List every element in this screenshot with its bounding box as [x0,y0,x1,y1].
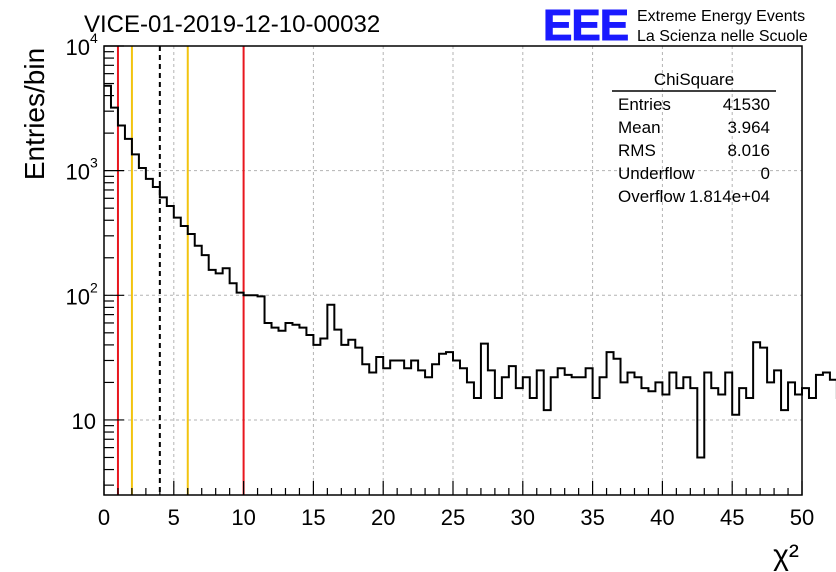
x-axis-label: χ² [773,539,799,572]
y-tick-label: 10 [72,409,96,434]
stats-value: 8.016 [727,141,770,160]
x-tick-label: 40 [650,505,674,530]
x-tick-label: 20 [371,505,395,530]
eee-logo-mark: EEE [543,1,628,50]
logo-line-1: Extreme Energy Events [637,8,805,25]
y-tick-exponent: 2 [90,279,98,295]
stats-value: 0 [761,164,770,183]
y-tick-exponent: 4 [90,30,98,46]
stats-value: 41530 [723,95,770,114]
y-tick-label: 10 [66,35,90,60]
chart-title: VICE-01-2019-12-10-00032 [84,11,380,38]
eee-logo: EEE Extreme Energy Events La Scienza nel… [543,1,808,51]
axis-ticks [103,45,803,495]
stats-value: 1.814e+04 [689,187,770,206]
y-tick-label: 10 [66,160,90,185]
x-tick-labels: 0 5 10 15 20 25 30 35 40 45 50 [98,505,814,530]
x-tick-label: 45 [720,505,744,530]
x-tick-label: 15 [301,505,325,530]
stats-label: Overflow [618,187,686,206]
y-axis-label: Entries/bin [19,48,50,180]
logo-line-2: La Scienza nelle Scuole [637,28,808,45]
stats-label: Underflow [618,164,695,183]
y-tick-label: 10 [66,284,90,309]
stats-box: ChiSquare Entries 41530 Mean 3.964 RMS 8.016 U… [612,70,776,206]
x-tick-label: 50 [790,505,814,530]
x-tick-label: 25 [441,505,465,530]
y-tick-exponent: 3 [90,155,98,171]
histogram-series [104,84,836,459]
stats-label: RMS [618,141,656,160]
stats-value: 3.964 [727,118,770,137]
x-tick-label: 5 [168,505,180,530]
stats-label: Entries [618,95,671,114]
x-tick-label: 35 [580,505,604,530]
x-tick-label: 0 [98,505,110,530]
x-tick-label: 10 [231,505,255,530]
x-tick-label: 30 [511,505,535,530]
stats-label: Mean [618,118,661,137]
stats-title: ChiSquare [654,70,734,89]
stats-rows: Entries 41530 Mean 3.964 RMS 8.016 Underflow 0 O… [618,95,770,206]
